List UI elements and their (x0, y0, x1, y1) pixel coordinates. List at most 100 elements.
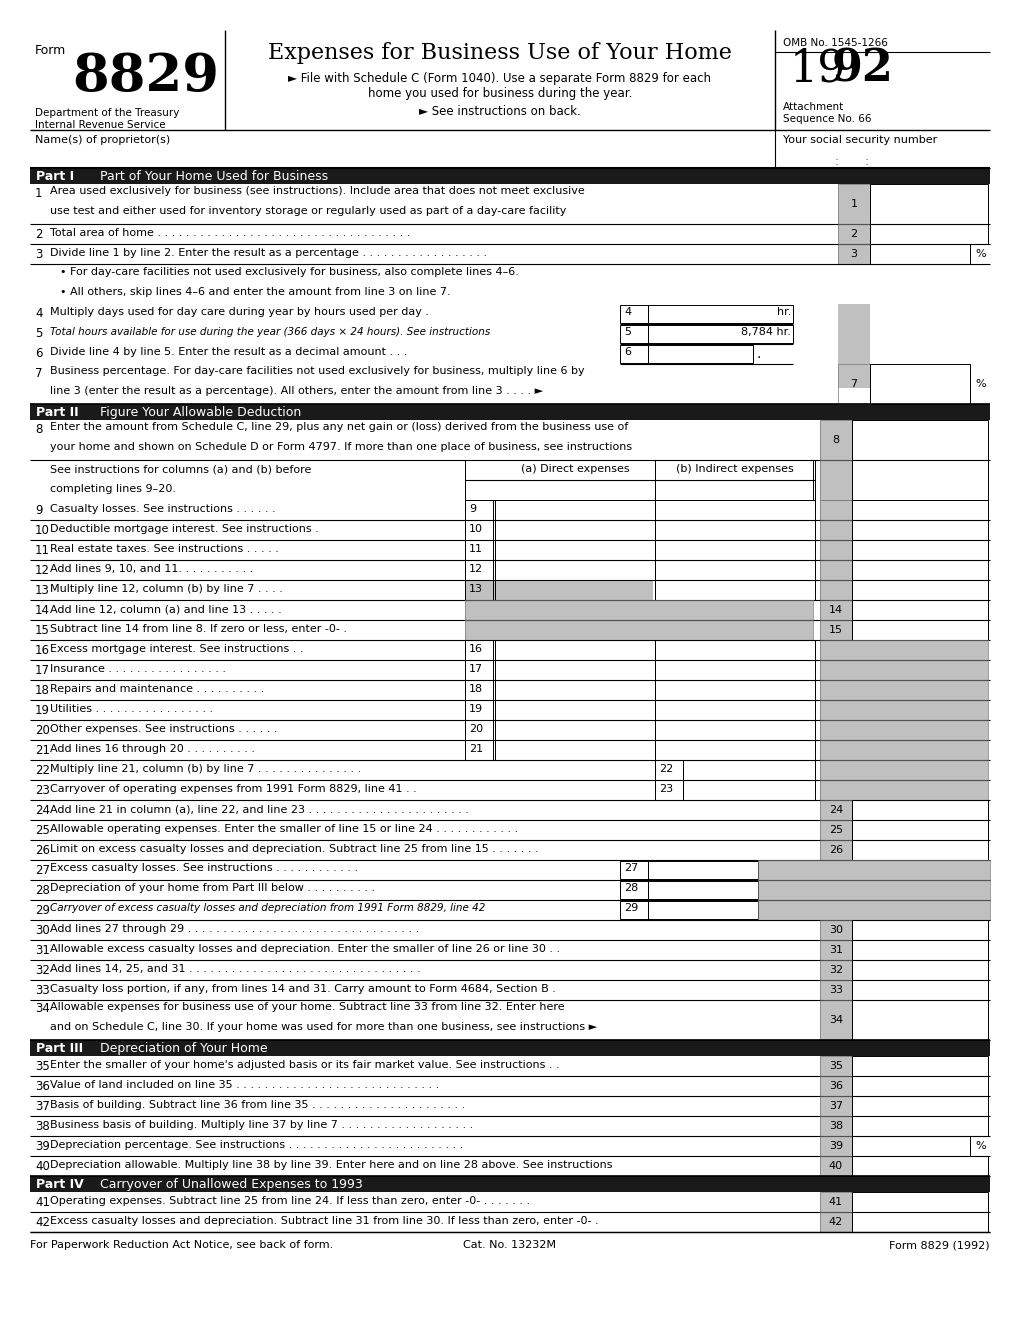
Text: Limit on excess casualty losses and depreciation. Subtract line 25 from line 15 : Limit on excess casualty losses and depr… (50, 843, 538, 854)
Text: 17: 17 (469, 664, 483, 675)
Text: 15: 15 (35, 624, 50, 638)
Bar (494, 640, 654, 660)
Bar (465, 640, 492, 660)
Text: 27: 27 (35, 865, 50, 876)
Text: 27: 27 (624, 863, 638, 873)
Bar (819, 680, 987, 700)
Text: Area used exclusively for business (see instructions). Include area that does no: Area used exclusively for business (see … (50, 186, 584, 195)
Text: 13: 13 (469, 583, 483, 594)
Text: 38: 38 (828, 1121, 843, 1131)
Text: (a) Direct expenses: (a) Direct expenses (520, 465, 629, 474)
Bar (869, 183, 987, 224)
Bar (465, 500, 492, 520)
Text: 8: 8 (832, 436, 839, 445)
Text: 6: 6 (35, 347, 43, 360)
Bar (654, 540, 814, 560)
Bar (819, 1056, 851, 1076)
Text: Carryover of operating expenses from 1991 Form 8829, line 41 . .: Carryover of operating expenses from 199… (50, 784, 417, 795)
Bar (819, 540, 851, 560)
Text: Allowable expenses for business use of your home. Subtract line 33 from line 32.: Allowable expenses for business use of y… (50, 1002, 565, 1012)
Text: 28: 28 (624, 883, 638, 894)
Text: 8: 8 (35, 422, 43, 436)
Bar (838, 244, 869, 264)
Bar (819, 741, 987, 760)
Bar (869, 244, 969, 264)
Bar (851, 1001, 987, 1040)
Text: 37: 37 (828, 1101, 843, 1111)
Bar (838, 224, 869, 244)
Bar (819, 940, 851, 960)
Bar (494, 540, 654, 560)
Bar (757, 880, 989, 900)
Bar (494, 741, 654, 760)
Text: 21: 21 (469, 744, 483, 754)
Text: Part IV: Part IV (36, 1177, 84, 1191)
Bar (654, 700, 814, 719)
Bar (819, 800, 851, 820)
Text: 3: 3 (35, 248, 43, 261)
Text: 26: 26 (828, 845, 843, 855)
Text: Allowable excess casualty losses and depreciation. Enter the smaller of line 26 : Allowable excess casualty losses and dep… (50, 944, 559, 954)
Text: 16: 16 (35, 644, 50, 657)
Text: 19: 19 (790, 46, 846, 90)
Text: 11: 11 (469, 544, 483, 554)
Bar (647, 902, 757, 919)
Text: completing lines 9–20.: completing lines 9–20. (50, 484, 176, 494)
Bar (819, 1096, 851, 1115)
Text: Operating expenses. Subtract line 25 from line 24. If less than zero, enter -0- : Operating expenses. Subtract line 25 fro… (50, 1196, 530, 1206)
Bar (819, 760, 987, 780)
Text: %: % (974, 1140, 985, 1151)
Bar (819, 420, 851, 459)
Bar (851, 920, 987, 940)
Bar (819, 840, 851, 861)
Text: Real estate taxes. See instructions . . . . .: Real estate taxes. See instructions . . … (50, 544, 278, 554)
Text: Depreciation allowable. Multiply line 38 by line 39. Enter here and on line 28 a: Depreciation allowable. Multiply line 38… (50, 1160, 611, 1170)
Text: 29: 29 (624, 903, 638, 913)
Text: 14: 14 (828, 605, 843, 615)
Bar (819, 1056, 851, 1076)
Text: 13: 13 (35, 583, 50, 597)
Text: 34: 34 (35, 1002, 50, 1015)
Text: 3: 3 (850, 249, 857, 259)
Text: Add lines 9, 10, and 11. . . . . . . . . . .: Add lines 9, 10, and 11. . . . . . . . .… (50, 564, 253, 574)
Bar (465, 741, 492, 760)
Bar (647, 861, 757, 879)
Bar (851, 420, 987, 459)
Text: ► File with Schedule C (Form 1040). Use a separate Form 8829 for each: ► File with Schedule C (Form 1040). Use … (288, 73, 711, 84)
Text: 32: 32 (828, 965, 843, 975)
Bar (819, 820, 851, 840)
Text: 38: 38 (35, 1119, 50, 1133)
Bar (851, 800, 987, 820)
Bar (465, 540, 492, 560)
Text: See instructions for columns (a) and (b) before: See instructions for columns (a) and (b)… (50, 465, 311, 474)
Text: Total area of home . . . . . . . . . . . . . . . . . . . . . . . . . . . . . . .: Total area of home . . . . . . . . . . .… (50, 228, 410, 238)
Text: hr.: hr. (775, 308, 790, 317)
Text: Depreciation percentage. See instructions . . . . . . . . . . . . . . . . . . . : Depreciation percentage. See instruction… (50, 1140, 463, 1150)
Text: %: % (974, 249, 985, 259)
Text: 31: 31 (828, 945, 842, 954)
Text: 6: 6 (624, 347, 631, 356)
Bar (620, 305, 647, 323)
Bar (819, 719, 987, 741)
Bar (819, 560, 851, 579)
Text: use test and either used for inventory storage or regularly used as part of a da: use test and either used for inventory s… (50, 206, 566, 216)
Bar (819, 780, 987, 800)
Bar (465, 601, 812, 620)
Text: 23: 23 (658, 784, 673, 795)
Bar (465, 620, 812, 640)
Bar (465, 601, 812, 620)
Bar (465, 700, 492, 719)
Text: Form 8829 (1992): Form 8829 (1992) (889, 1239, 989, 1250)
Bar (851, 1192, 987, 1212)
Text: Enter the amount from Schedule C, line 29, plus any net gain or (loss) derived f: Enter the amount from Schedule C, line 2… (50, 422, 628, 432)
Text: 30: 30 (828, 925, 842, 935)
Text: 17: 17 (35, 664, 50, 677)
Text: 21: 21 (35, 744, 50, 756)
Bar (683, 760, 814, 780)
Text: 15: 15 (828, 624, 842, 635)
Bar (819, 601, 851, 620)
Bar (819, 620, 851, 640)
Text: Your social security number: Your social security number (783, 135, 936, 145)
Text: Total hours available for use during the year (366 days × 24 hours). See instruc: Total hours available for use during the… (50, 327, 490, 337)
Bar (851, 1096, 987, 1115)
